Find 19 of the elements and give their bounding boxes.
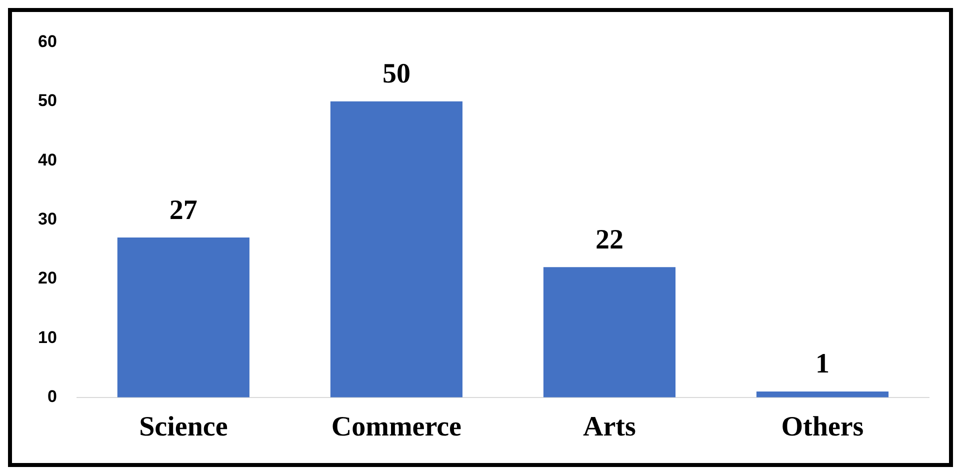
data-label: 27 — [169, 194, 198, 226]
bar — [543, 267, 676, 398]
x-tick-label: Others — [781, 411, 864, 442]
y-tick-label: 20 — [38, 268, 57, 288]
y-tick-label: 60 — [38, 32, 57, 51]
x-tick-label: Science — [139, 411, 228, 442]
data-label: 22 — [595, 224, 624, 256]
bar — [330, 101, 462, 398]
y-tick-label: 30 — [38, 209, 57, 228]
bar — [117, 238, 250, 398]
bar — [756, 391, 889, 398]
data-label: 1 — [815, 348, 830, 380]
y-tick-label: 40 — [38, 150, 57, 170]
y-tick-label: 50 — [38, 91, 57, 110]
y-tick-label: 0 — [47, 387, 57, 406]
x-tick-label: Arts — [583, 411, 636, 442]
y-tick-label: 10 — [38, 328, 57, 347]
data-label: 50 — [382, 58, 410, 90]
x-tick-label: Commerce — [331, 411, 462, 442]
